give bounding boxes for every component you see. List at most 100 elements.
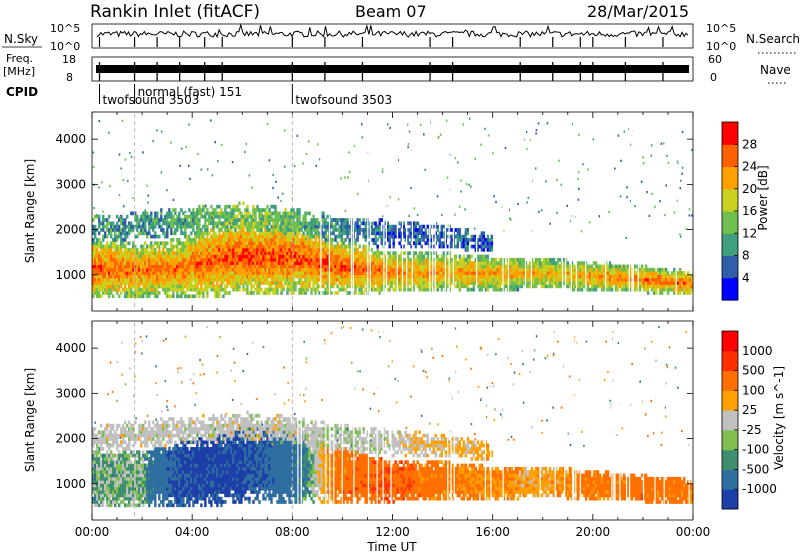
heat-cell bbox=[134, 254, 137, 259]
heat-cell bbox=[162, 221, 165, 226]
heat-cell bbox=[286, 221, 289, 226]
heat-cell bbox=[546, 284, 550, 289]
heat-cell bbox=[458, 238, 462, 242]
heat-cell bbox=[468, 274, 472, 279]
heat-cell bbox=[316, 287, 319, 292]
heat-cell bbox=[436, 281, 439, 285]
heat-cell bbox=[308, 238, 311, 242]
heat-cell bbox=[118, 247, 121, 252]
heat-cell bbox=[326, 291, 329, 295]
heat-cell bbox=[226, 228, 229, 232]
heat-cell bbox=[102, 277, 105, 282]
heat-cell bbox=[460, 238, 464, 242]
heat-cell bbox=[312, 257, 315, 262]
heat-cell bbox=[116, 287, 119, 292]
heat-cell bbox=[418, 264, 421, 269]
heat-cell bbox=[252, 231, 255, 236]
heat-cell bbox=[146, 294, 149, 299]
heat-cell bbox=[344, 287, 347, 292]
heat-cell bbox=[300, 277, 303, 282]
heat-cell bbox=[540, 281, 544, 285]
heat-cell bbox=[232, 224, 235, 229]
heat-cell bbox=[580, 284, 584, 289]
heat-cell bbox=[266, 271, 269, 275]
heat-cell bbox=[386, 224, 389, 229]
heat-cell bbox=[342, 224, 345, 229]
heat-cell bbox=[222, 271, 225, 275]
heat-cell bbox=[110, 224, 113, 229]
heat-cell bbox=[108, 254, 111, 259]
heat-cell bbox=[554, 264, 558, 269]
heat-cell bbox=[628, 284, 632, 289]
heat-cell bbox=[290, 221, 293, 226]
heat-cell bbox=[298, 238, 301, 242]
heat-cell bbox=[206, 281, 209, 285]
heat-cell bbox=[628, 267, 632, 272]
heat-cell bbox=[346, 291, 349, 295]
heat-cell bbox=[652, 287, 656, 292]
heat-cell bbox=[126, 257, 129, 262]
heat-cell bbox=[190, 254, 193, 259]
heat-cell bbox=[380, 277, 383, 282]
heat-cell bbox=[568, 281, 572, 285]
heat-cell bbox=[182, 218, 185, 222]
heat-cell bbox=[290, 231, 293, 236]
heat-cell bbox=[208, 241, 211, 246]
heat-cell bbox=[556, 264, 560, 269]
heat-cell bbox=[96, 291, 99, 295]
heat-cell bbox=[664, 277, 668, 282]
heat-cell bbox=[284, 228, 287, 232]
heat-cell bbox=[614, 284, 618, 289]
heat-cell bbox=[190, 257, 193, 262]
heat-cell bbox=[496, 264, 500, 269]
heat-cell bbox=[484, 277, 488, 282]
heat-cell bbox=[340, 221, 343, 226]
heat-cell bbox=[424, 277, 427, 282]
heat-cell bbox=[264, 264, 267, 269]
heat-cell bbox=[490, 247, 494, 252]
heat-cell bbox=[170, 257, 173, 262]
heat-cell bbox=[154, 231, 157, 236]
heat-cell bbox=[494, 264, 498, 269]
heat-cell bbox=[268, 228, 271, 232]
heat-cell bbox=[134, 214, 137, 219]
heat-cell bbox=[230, 284, 233, 289]
heat-cell bbox=[188, 244, 191, 249]
heat-cell bbox=[582, 281, 586, 285]
heat-cell bbox=[256, 271, 259, 275]
heat-cell bbox=[410, 277, 413, 282]
heat-cell bbox=[364, 238, 367, 242]
heat-cell bbox=[132, 261, 135, 265]
heat-cell bbox=[186, 224, 189, 229]
heat-cell bbox=[286, 281, 289, 285]
heat-cell bbox=[406, 264, 409, 269]
heat-cell bbox=[388, 254, 391, 259]
heat-cell bbox=[180, 261, 183, 265]
heat-cell bbox=[312, 221, 315, 226]
heat-cell bbox=[278, 228, 281, 232]
heat-cell bbox=[438, 267, 441, 272]
heat-cell bbox=[354, 247, 357, 252]
heat-cell bbox=[598, 281, 602, 285]
heat-cell bbox=[144, 231, 147, 236]
heat-cell bbox=[196, 284, 199, 289]
heat-cell bbox=[308, 228, 311, 232]
heat-cell bbox=[362, 277, 365, 282]
heat-cell bbox=[182, 271, 185, 275]
heat-cell bbox=[338, 271, 341, 275]
heat-cell bbox=[102, 238, 105, 242]
heat-cell bbox=[246, 271, 249, 275]
heat-cell bbox=[298, 291, 301, 295]
heat-cell bbox=[198, 234, 201, 239]
heat-cell bbox=[268, 238, 271, 242]
heat-cell bbox=[180, 264, 183, 269]
heat-cell bbox=[440, 244, 443, 249]
heat-cell bbox=[310, 267, 313, 272]
heat-cell bbox=[290, 208, 293, 212]
heat-cell bbox=[236, 277, 239, 282]
heat-cell bbox=[254, 251, 257, 256]
heat-cell bbox=[144, 264, 147, 269]
heat-cell bbox=[154, 261, 157, 265]
heat-cell bbox=[622, 267, 626, 272]
heat-cell bbox=[546, 274, 550, 279]
